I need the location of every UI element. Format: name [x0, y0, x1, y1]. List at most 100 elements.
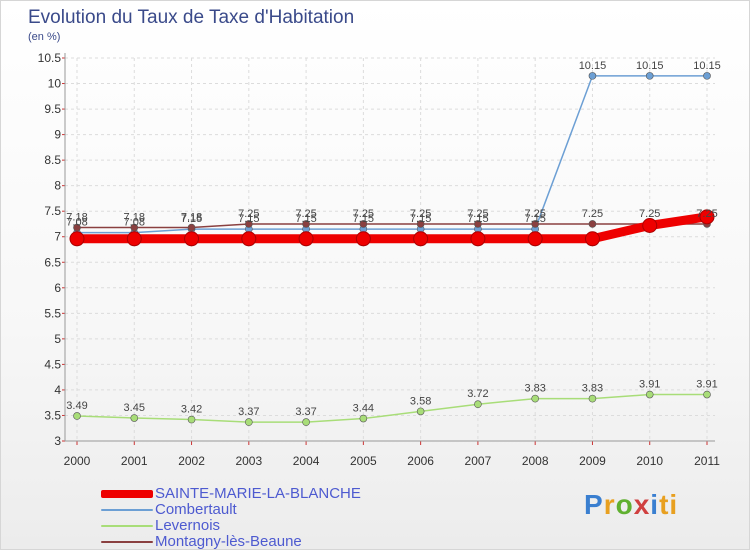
data-label: 7.15 [353, 213, 374, 225]
series-lines [69, 72, 715, 426]
data-label: 7.15 [410, 213, 431, 225]
y-tick-label: 5 [54, 332, 61, 346]
data-label: 7.08 [66, 217, 87, 229]
data-label: 10.15 [636, 60, 664, 72]
data-point [531, 220, 539, 228]
chart-subtitle: (en %) [28, 31, 61, 43]
data-point [130, 414, 139, 422]
data-label: 7.25 [582, 208, 603, 220]
legend-item: Combertault [101, 502, 421, 518]
y-tick-label: 7 [54, 230, 61, 244]
data-point [187, 415, 196, 424]
data-label: 10.15 [693, 60, 721, 72]
data-label: 7.15 [295, 213, 316, 225]
logo-letter: i [650, 489, 660, 520]
data-label: 7.25 [524, 208, 545, 220]
data-point [359, 414, 368, 423]
data-label: 7.18 [181, 212, 202, 224]
data-label: 7.25 [639, 208, 660, 220]
data-point [531, 394, 539, 403]
data-label: 3.58 [410, 395, 431, 407]
legend-item: Levernois [101, 518, 421, 534]
logo-letter: x [633, 489, 651, 520]
x-tick-label: 2010 [636, 454, 663, 468]
x-tick-label: 2007 [465, 454, 492, 468]
x-tick-label: 2005 [350, 454, 377, 468]
data-point [588, 394, 597, 403]
data-label: 3.37 [295, 406, 316, 418]
series-line [72, 212, 712, 244]
proxiti-logo: Proxiti [584, 489, 678, 521]
data-label: 7.15 [524, 213, 545, 225]
x-tick-label: 2002 [178, 454, 205, 468]
y-tick-label: 8.5 [44, 153, 61, 167]
data-point [302, 220, 310, 228]
data-label: 3.91 [639, 379, 660, 391]
series-line [76, 393, 708, 423]
data-point [187, 223, 196, 232]
data-point [699, 209, 715, 225]
data-point [416, 220, 425, 228]
logo-letter: o [615, 489, 634, 520]
data-label: 3.45 [124, 402, 145, 414]
data-point [359, 220, 368, 228]
data-label: 3.83 [524, 383, 545, 395]
data-point [126, 231, 142, 247]
data-point [527, 231, 543, 247]
y-tick-label: 10 [48, 77, 62, 91]
data-point [184, 231, 200, 247]
grid-lines [65, 57, 715, 442]
data-label: 7.08 [124, 217, 145, 229]
data-point [645, 390, 654, 399]
data-label: 7.25 [238, 208, 259, 220]
data-point [302, 418, 310, 426]
x-tick-label: 2004 [293, 454, 320, 468]
data-point [588, 72, 597, 80]
y-tick-label: 8 [54, 179, 61, 193]
data-point [588, 220, 597, 228]
legend-label: Combertault [155, 501, 237, 518]
axes: 3 3.5 4 4.5 5 5.5 6 6.5 7 7.5 8 8.5 9 9.5 10 10.5 2000 20… [38, 51, 721, 468]
y-tick-label: 3 [54, 434, 61, 448]
legend-label: SAINTE-MARIE-LA-BLANCHE [155, 485, 361, 502]
data-point [470, 231, 486, 247]
data-label: 7.25 [295, 208, 316, 220]
data-label: 3.83 [582, 383, 603, 395]
data-label: 7.15 [467, 213, 488, 225]
data-point [130, 223, 139, 232]
data-point [69, 231, 85, 247]
x-tick-label: 2006 [407, 454, 434, 468]
data-point [413, 231, 429, 247]
data-point [642, 217, 658, 233]
data-point [245, 220, 253, 228]
series-line [76, 223, 708, 229]
data-point [645, 72, 654, 80]
data-labels: 7.08 7.08 7.15 7.15 7.15 7.15 7.15 7.15 7.15 10.1… [66, 60, 720, 418]
logo-letter: r [603, 489, 616, 520]
data-label: 7.25 [696, 208, 717, 220]
data-label: 3.42 [181, 404, 202, 416]
data-point [416, 407, 425, 416]
x-tick-label: 2001 [121, 454, 148, 468]
data-point [355, 231, 371, 247]
data-point [703, 72, 711, 80]
x-tick-label: 2011 [694, 454, 720, 468]
data-point [474, 220, 482, 228]
x-tick-label: 2008 [522, 454, 549, 468]
legend-swatch [101, 490, 153, 498]
legend-label: Montagny-lès-Beaune [155, 533, 302, 550]
data-point [703, 390, 711, 399]
y-tick-label: 10.5 [38, 51, 62, 65]
data-point [298, 231, 314, 247]
y-tick-label: 9.5 [44, 102, 61, 116]
data-label: 7.15 [181, 213, 202, 225]
y-tick-label: 3.5 [44, 408, 61, 422]
x-tick-label: 2009 [579, 454, 606, 468]
chart-title: Evolution du Taux de Taxe d'Habitation [28, 7, 355, 28]
y-tick-label: 5.5 [44, 306, 61, 320]
data-label: 3.49 [66, 400, 87, 412]
data-point [245, 418, 253, 426]
data-label: 7.25 [410, 208, 431, 220]
